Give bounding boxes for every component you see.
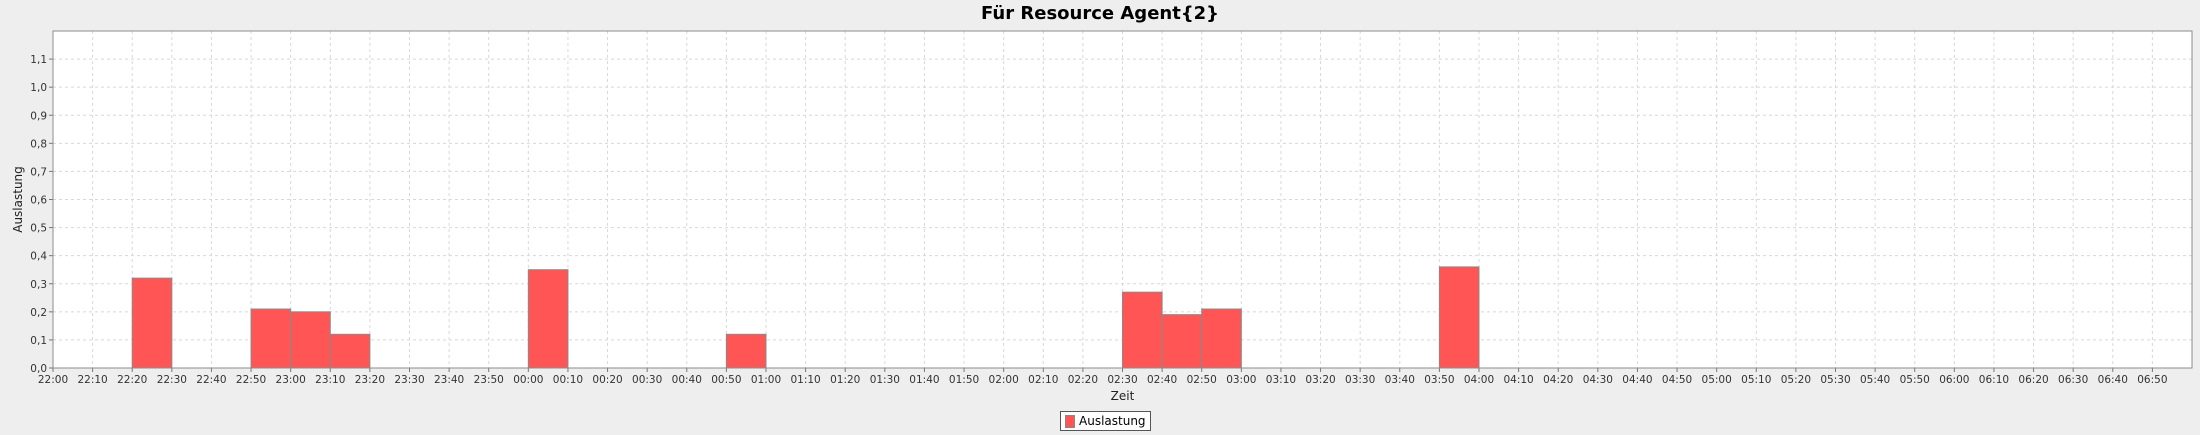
x-tick-label: 04:30 — [1583, 374, 1613, 386]
x-tick-label: 06:30 — [2058, 374, 2088, 386]
x-tick-label: 06:20 — [2018, 374, 2048, 386]
plot-border — [52, 30, 2193, 369]
x-tick-label: 22:10 — [77, 374, 107, 386]
x-tick-label: 00:50 — [711, 374, 741, 386]
x-tick-label: 04:40 — [1622, 374, 1652, 386]
x-tick-label: 01:30 — [870, 374, 900, 386]
x-tick-label: 00:30 — [632, 374, 662, 386]
x-tick-label: 23:20 — [355, 374, 385, 386]
x-tick-label: 06:00 — [1939, 374, 1969, 386]
bar — [250, 308, 292, 369]
y-tick-label: 0,2 — [30, 307, 47, 319]
legend-label: Auslastung — [1079, 414, 1146, 428]
x-tick-label: 02:00 — [989, 374, 1019, 386]
x-tick-label: 23:50 — [474, 374, 504, 386]
bar — [1201, 308, 1242, 369]
x-tick-label: 22:20 — [117, 374, 147, 386]
x-tick-label: 05:20 — [1781, 374, 1811, 386]
x-axis-label: Zeit — [1111, 389, 1135, 403]
x-tick-label: 03:20 — [1305, 374, 1335, 386]
y-tick-label: 0,8 — [30, 138, 47, 150]
x-tick-label: 02:10 — [1028, 374, 1058, 386]
x-tick-label: 05:40 — [1860, 374, 1890, 386]
bar — [1161, 314, 1203, 369]
y-tick-label: 0,3 — [30, 279, 47, 291]
x-tick-label: 04:00 — [1464, 374, 1494, 386]
y-tick-label: 1,0 — [30, 82, 47, 94]
x-tick-label: 00:00 — [513, 374, 543, 386]
x-tick-label: 22:00 — [38, 374, 68, 386]
bars — [131, 266, 1480, 369]
x-tick-label: 02:30 — [1107, 374, 1137, 386]
bar — [1122, 291, 1163, 369]
x-tick-label: 00:40 — [672, 374, 702, 386]
x-tick-label: 03:40 — [1385, 374, 1415, 386]
x-tick-label: 04:50 — [1662, 374, 1692, 386]
x-tick-label: 02:20 — [1068, 374, 1098, 386]
y-tick-labels: 0,0 0,1 0,2 0,3 0,4 0,5 0,6 0,7 0,8 0,9 1,0 1,1 — [30, 54, 47, 375]
x-tick-label: 05:00 — [1702, 374, 1732, 386]
x-tick-label: 23:30 — [394, 374, 424, 386]
x-tick-label: 03:00 — [1226, 374, 1256, 386]
axes — [52, 30, 2193, 369]
x-tick-label: 22:40 — [196, 374, 226, 386]
x-tick-label: 23:40 — [434, 374, 464, 386]
x-tick-label: 02:50 — [1187, 374, 1217, 386]
x-tick-label: 06:40 — [2098, 374, 2128, 386]
y-tick-label: 0,7 — [30, 166, 47, 178]
x-tick-label: 01:10 — [790, 374, 820, 386]
x-tick-label: 22:30 — [157, 374, 187, 386]
x-tick-label: 03:30 — [1345, 374, 1375, 386]
x-tick-label: 04:20 — [1543, 374, 1573, 386]
x-tick-label: 05:30 — [1820, 374, 1850, 386]
x-tick-label: 01:50 — [949, 374, 979, 386]
x-tick-label: 01:40 — [909, 374, 939, 386]
x-tick-label: 23:10 — [315, 374, 345, 386]
x-tick-label: 06:50 — [2137, 374, 2167, 386]
x-tick-label: 00:10 — [553, 374, 583, 386]
y-tick-label: 0,9 — [30, 110, 47, 122]
y-tick-label: 0,6 — [30, 195, 47, 207]
x-tick-label: 01:20 — [830, 374, 860, 386]
y-tick-label: 0,1 — [30, 335, 47, 347]
x-tick-label: 05:10 — [1741, 374, 1771, 386]
bar — [290, 311, 331, 369]
x-tick-label: 06:10 — [1979, 374, 2009, 386]
y-tick-label: 0,0 — [30, 363, 47, 375]
bar — [329, 333, 371, 369]
y-tick-label: 1,1 — [30, 54, 47, 66]
x-tick-label: 01:00 — [751, 374, 781, 386]
x-tick-label: 02:40 — [1147, 374, 1177, 386]
chart-title: Für Resource Agent{2} — [981, 3, 1219, 24]
x-tick-labels: 22:00 22:10 22:20 22:30 22:40 22:50 23:00 23:10… — [38, 374, 2168, 386]
bar — [527, 269, 569, 369]
y-axis-label: Auslastung — [11, 166, 25, 233]
x-tick-label: 05:50 — [1900, 374, 1930, 386]
legend: Auslastung — [1060, 411, 1151, 431]
legend-swatch — [1065, 414, 1075, 428]
bar — [725, 333, 767, 369]
x-tick-label: 04:10 — [1503, 374, 1533, 386]
y-tick-label: 0,5 — [30, 223, 47, 235]
bar — [131, 277, 173, 369]
x-tick-label: 03:50 — [1424, 374, 1454, 386]
x-tick-label: 00:20 — [592, 374, 622, 386]
x-tick-label: 22:50 — [236, 374, 266, 386]
x-tick-label: 23:00 — [276, 374, 306, 386]
y-tick-label: 0,4 — [30, 251, 47, 263]
x-tick-label: 03:10 — [1266, 374, 1296, 386]
bar — [1438, 266, 1480, 369]
